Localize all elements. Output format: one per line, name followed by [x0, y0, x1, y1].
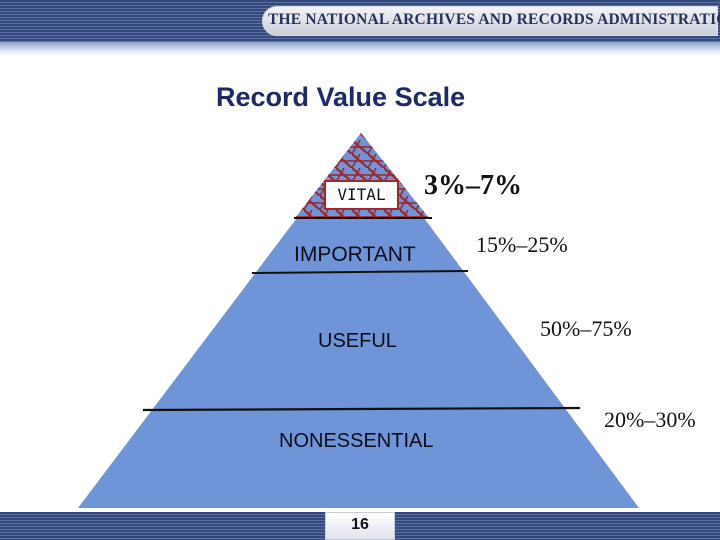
level-label-important: IMPORTANT	[294, 243, 416, 266]
divider-useful-nonessential	[142, 406, 581, 412]
header-organization-title: THE NATIONAL ARCHIVES AND RECORDS ADMINI…	[268, 11, 720, 28]
percent-nonessential: 20%–30%	[604, 407, 696, 432]
pyramid-body	[78, 133, 639, 508]
header-underline	[0, 42, 720, 56]
percent-useful: 50%–75%	[540, 316, 632, 341]
percent-important: 15%–25%	[476, 232, 568, 257]
page-number: 16	[351, 516, 369, 533]
level-label-useful: USEFUL	[318, 330, 397, 352]
divider-important-useful	[251, 270, 469, 274]
level-label-nonessential: NONESSENTIAL	[279, 430, 434, 452]
page-title: Record Value Scale	[216, 82, 466, 112]
percent-vital: 3%–7%	[424, 170, 522, 201]
level-label-vital: VITAL	[324, 180, 399, 210]
header-title-plate	[262, 6, 718, 36]
